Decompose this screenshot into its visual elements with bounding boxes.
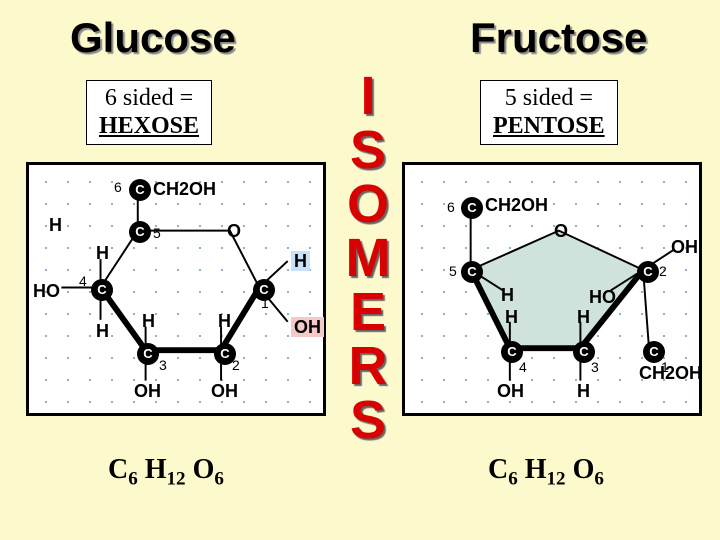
- n3: 3: [159, 357, 167, 373]
- c4-HO: HO: [33, 281, 60, 302]
- fc4-OH: OH: [497, 381, 524, 402]
- fructose-diagram: C C C C C C O 1 2 3 4 5 6 CH2OH CH2OH OH…: [402, 162, 702, 416]
- c5-atom: C: [129, 221, 151, 243]
- fg-hn: 12: [167, 469, 186, 490]
- desc-pentose-line1: 5 sided =: [493, 85, 605, 113]
- desc-hexose-line1: 6 sided =: [99, 85, 199, 113]
- fc3-Hd: H: [577, 381, 590, 402]
- fn6: 6: [447, 199, 455, 215]
- title-glucose: Glucose: [70, 14, 236, 62]
- glucose-bonds: [29, 165, 323, 414]
- fg-cn: 6: [128, 469, 138, 490]
- ff-on: 6: [594, 469, 604, 490]
- c4-Hu: H: [96, 243, 109, 264]
- c5-H: H: [49, 215, 62, 236]
- n5: 5: [153, 225, 161, 241]
- desc-hexose-line2: HEXOSE: [99, 113, 199, 141]
- fc5-H: H: [501, 285, 514, 306]
- fc6-label: CH2OH: [485, 195, 548, 216]
- glucose-diagram: C C C C C C O 1 2 3 4 5 6 CH2OH H OH H O…: [26, 162, 326, 416]
- c1-OH: OH: [291, 317, 324, 338]
- n4: 4: [79, 273, 87, 289]
- ff-o: O: [566, 454, 595, 485]
- fg-c: C: [108, 454, 128, 485]
- fn2: 2: [659, 263, 667, 279]
- n6: 6: [114, 179, 122, 195]
- fc1-label: CH2OH: [639, 363, 702, 384]
- fg-on: 6: [214, 469, 224, 490]
- n2: 2: [232, 357, 240, 373]
- c4-Hd: H: [96, 321, 109, 342]
- c2-H: H: [218, 311, 231, 332]
- desc-pentose-line2: PENTOSE: [493, 113, 605, 141]
- c6-atom: C: [129, 179, 151, 201]
- fc3-H: H: [577, 307, 590, 328]
- fc2-OH: OH: [671, 237, 698, 258]
- c3-OH: OH: [134, 381, 161, 402]
- c6-label: CH2OH: [153, 179, 216, 200]
- title-fructose: Fructose: [470, 14, 647, 62]
- c3-H: H: [142, 311, 155, 332]
- c3-atom: C: [137, 343, 159, 365]
- fn5: 5: [449, 263, 457, 279]
- desc-pentose: 5 sided = PENTOSE: [480, 80, 618, 145]
- formula-glucose: C6 H12 O6: [108, 454, 224, 491]
- fg-o: O: [186, 454, 215, 485]
- fc2: C: [637, 261, 659, 283]
- c1-H: H: [291, 251, 310, 272]
- fn3: 3: [591, 359, 599, 375]
- formula-fructose: C6 H12 O6: [488, 454, 604, 491]
- fc6: C: [461, 197, 483, 219]
- ff-cn: 6: [508, 469, 518, 490]
- ff-h: H: [518, 454, 547, 485]
- fg-h: H: [138, 454, 167, 485]
- c2-OH: OH: [211, 381, 238, 402]
- fc2-HO: HO: [589, 287, 616, 308]
- title-isomers: ISOMERS: [337, 66, 399, 444]
- ff-c: C: [488, 454, 508, 485]
- f-ring-o: O: [554, 221, 568, 242]
- fn4: 4: [519, 359, 527, 375]
- fc4-H: H: [505, 307, 518, 328]
- fc5: C: [461, 261, 483, 283]
- desc-hexose: 6 sided = HEXOSE: [86, 80, 212, 145]
- c4-atom: C: [91, 279, 113, 301]
- n1: 1: [261, 295, 269, 311]
- ff-hn: 12: [547, 469, 566, 490]
- ring-o: O: [227, 221, 241, 242]
